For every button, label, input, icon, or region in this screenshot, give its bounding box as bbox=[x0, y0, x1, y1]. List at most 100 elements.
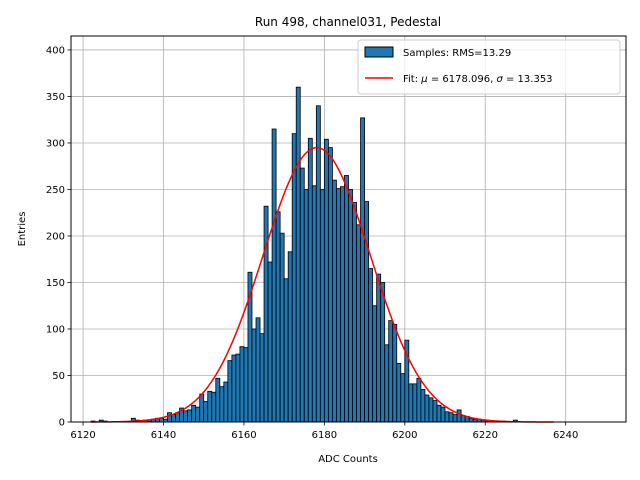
fit-curve-layer bbox=[91, 146, 554, 423]
histogram-bar bbox=[175, 412, 180, 423]
legend-fit-prefix: Fit: bbox=[403, 74, 421, 85]
legend-fit-sigma-symbol: σ bbox=[496, 74, 503, 85]
histogram-bar bbox=[199, 393, 205, 423]
histogram-bar bbox=[255, 317, 261, 423]
histogram-bar bbox=[279, 232, 285, 423]
histogram-bar bbox=[412, 383, 418, 423]
histogram-bar bbox=[356, 224, 361, 423]
histogram-bar bbox=[271, 128, 277, 423]
histogram-bar bbox=[235, 353, 241, 423]
histogram-bar bbox=[388, 320, 394, 423]
histogram-bar bbox=[360, 117, 365, 423]
histogram-bar bbox=[436, 404, 442, 423]
histogram-bar bbox=[432, 400, 438, 423]
x-tick-label: 6220 bbox=[473, 430, 498, 441]
histogram-bar bbox=[336, 188, 341, 423]
histogram-bar bbox=[267, 261, 273, 423]
histogram-bar bbox=[231, 354, 237, 423]
histogram-bar bbox=[307, 137, 313, 423]
chart-title: Run 498, channel031, Pedestal bbox=[255, 15, 441, 29]
x-tick-label: 6140 bbox=[151, 430, 176, 441]
y-tick-label: 50 bbox=[52, 371, 65, 382]
histogram-bar bbox=[239, 346, 245, 423]
histogram-bar bbox=[243, 347, 249, 423]
histogram-bar bbox=[319, 189, 325, 423]
histogram-bar bbox=[428, 397, 434, 423]
legend-fit-sigma-value: = 13.353 bbox=[503, 74, 553, 85]
histogram-bar bbox=[384, 344, 390, 423]
histogram-bar bbox=[227, 360, 233, 423]
histogram-bar bbox=[311, 185, 317, 423]
histogram-bar bbox=[348, 189, 353, 423]
gaussian-fit-line bbox=[91, 146, 554, 423]
x-tick-label: 6180 bbox=[312, 430, 337, 441]
histogram-bar bbox=[295, 86, 301, 423]
histogram-bar bbox=[299, 167, 305, 423]
histogram-bar bbox=[219, 386, 225, 423]
histogram-bar bbox=[211, 391, 217, 423]
x-axis-ticks: 6120 6140 6160 6180 6200 6220 6240 bbox=[70, 422, 578, 441]
histogram-bar bbox=[396, 363, 402, 423]
legend-label-fit: Fit: μ = 6178.096, σ = 13.353 bbox=[403, 74, 553, 85]
legend-fit-mu-value: = 6178.096, bbox=[428, 74, 497, 85]
histogram-bar bbox=[340, 186, 345, 423]
y-tick-label: 300 bbox=[46, 138, 65, 149]
histogram-bar bbox=[444, 411, 450, 423]
histogram-bar bbox=[372, 305, 378, 423]
histogram-bar bbox=[408, 383, 414, 423]
y-tick-label: 100 bbox=[46, 324, 65, 335]
histogram-bars bbox=[90, 86, 518, 423]
histogram-bar bbox=[452, 414, 458, 423]
histogram-bar bbox=[352, 202, 357, 423]
histogram-bar bbox=[223, 381, 229, 423]
legend-label-samples: Samples: RMS=13.29 bbox=[403, 48, 511, 59]
histogram-bar bbox=[440, 406, 446, 423]
x-tick-label: 6200 bbox=[392, 430, 417, 441]
histogram-bar bbox=[251, 328, 257, 423]
y-tick-label: 150 bbox=[46, 278, 65, 289]
histogram-bar bbox=[420, 389, 426, 423]
histogram-bar bbox=[183, 410, 189, 423]
y-tick-label: 0 bbox=[59, 418, 65, 429]
histogram-bar bbox=[327, 147, 333, 423]
histogram-bar bbox=[187, 409, 193, 423]
histogram-bar bbox=[400, 373, 406, 423]
y-tick-label: 250 bbox=[46, 185, 65, 196]
histogram-bar bbox=[191, 404, 197, 423]
histogram-bar bbox=[167, 412, 172, 423]
histogram-bar bbox=[416, 377, 422, 423]
histogram-bar bbox=[203, 401, 209, 423]
histogram-bar bbox=[171, 414, 176, 423]
plot-area-frame bbox=[70, 35, 627, 423]
y-tick-label: 350 bbox=[46, 92, 65, 103]
histogram-bar bbox=[448, 412, 454, 423]
histogram-bar bbox=[275, 211, 281, 423]
histogram-bar bbox=[380, 282, 386, 423]
legend-fit-mu-symbol: μ bbox=[420, 74, 427, 85]
histogram-bar bbox=[303, 189, 309, 423]
legend: Samples: RMS=13.29 Fit: μ = 6178.096, σ … bbox=[357, 39, 621, 95]
y-tick-label: 400 bbox=[46, 45, 65, 56]
legend-swatch-samples bbox=[364, 46, 394, 58]
histogram-bar bbox=[323, 138, 329, 423]
histogram-bar bbox=[344, 175, 349, 423]
y-axis-ticks: 0 50 100 150 200 250 300 350 400 bbox=[46, 45, 71, 429]
histogram-bar bbox=[456, 409, 462, 423]
histogram-bar bbox=[468, 417, 474, 423]
histogram-bar bbox=[207, 390, 213, 423]
y-tick-label: 200 bbox=[46, 231, 65, 242]
legend-box bbox=[357, 39, 621, 95]
histogram-bar bbox=[287, 251, 293, 423]
x-tick-label: 6120 bbox=[70, 430, 95, 441]
histogram-bar bbox=[392, 323, 398, 423]
histogram-bar bbox=[424, 394, 430, 423]
x-axis-label: ADC Counts bbox=[318, 454, 378, 465]
histogram-bar bbox=[263, 205, 269, 423]
histogram-bar bbox=[291, 133, 297, 423]
histogram-bar bbox=[195, 406, 201, 423]
histogram-bar bbox=[332, 179, 337, 423]
histogram-bar bbox=[368, 268, 374, 423]
histogram-bar bbox=[259, 333, 265, 423]
y-axis-label: Entries bbox=[17, 212, 28, 247]
